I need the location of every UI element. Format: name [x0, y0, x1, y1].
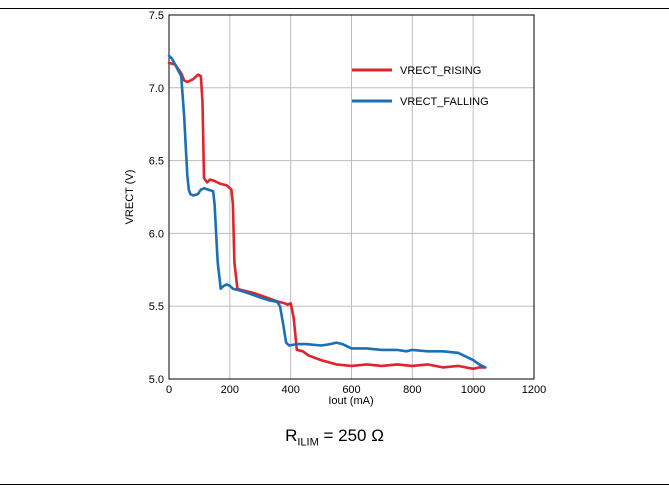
y-axis-label: VRECT (V)	[124, 170, 136, 225]
x-tick-label: 0	[166, 384, 172, 396]
x-tick-label: 1000	[461, 384, 485, 396]
y-tick-label: 7.5	[149, 10, 164, 22]
x-tick-labels: 0 200 400 600 800 1000 1200	[166, 384, 546, 396]
series-line-falling	[167, 54, 487, 369]
top-border-rule	[0, 8, 669, 9]
x-tick-label: 200	[221, 384, 239, 396]
caption-symbol: R	[285, 426, 298, 445]
x-tick-label: 1200	[522, 384, 546, 396]
x-tick-label: 400	[281, 384, 299, 396]
legend-label-rising: VRECT_RISING	[400, 65, 481, 77]
y-tick-label: 7.0	[149, 83, 164, 95]
caption-value: = 250 Ω	[318, 426, 384, 445]
caption-subscript: ILIM	[297, 436, 319, 449]
y-tick-label: 5.0	[149, 374, 164, 386]
series-layer	[167, 54, 487, 371]
series-line-rising	[167, 61, 487, 371]
x-axis-label: Iout (mA)	[328, 395, 373, 407]
line-chart: 0 200 400 600 800 1000 1200 5.0 5.5 6.0 6.5 7.0 7.5…	[124, 10, 546, 407]
y-tick-label: 6.5	[149, 156, 164, 168]
legend-label-falling: VRECT_FALLING	[400, 96, 489, 108]
plot-frame	[168, 14, 535, 380]
x-tick-label: 600	[342, 384, 360, 396]
legend: VRECT_RISING VRECT_FALLING	[352, 65, 489, 108]
grid-lines	[169, 15, 534, 379]
bottom-border-rule	[0, 484, 669, 485]
y-tick-label: 5.5	[149, 301, 164, 313]
x-tick-label: 800	[403, 384, 421, 396]
figure-caption: RILIM = 250 Ω	[0, 426, 669, 448]
y-tick-labels: 5.0 5.5 6.0 6.5 7.0 7.5	[149, 10, 164, 386]
y-tick-label: 6.0	[149, 228, 164, 240]
